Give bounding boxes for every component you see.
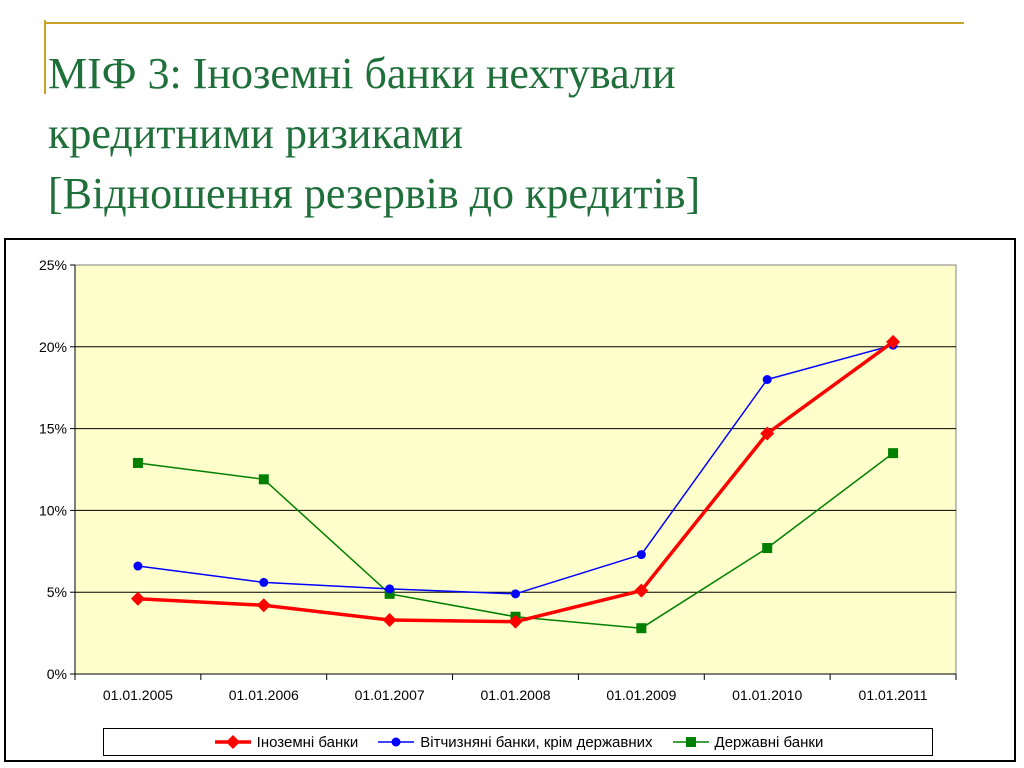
series-1-point bbox=[760, 426, 775, 441]
series-3-point bbox=[636, 623, 647, 634]
line-chart: 0% 5% 10% 15% 20% 25% 01.01.2005 01.01.2006 01.0… bbox=[39, 257, 957, 703]
series-1-point bbox=[886, 334, 901, 349]
series-3-point bbox=[888, 448, 899, 459]
legend-label: Вітчизняні банки, крім державних bbox=[420, 733, 653, 751]
series-1-point bbox=[382, 613, 397, 628]
x-tick-label: 01.01.2009 bbox=[606, 687, 676, 703]
legend-marker bbox=[685, 737, 696, 747]
legend-marker bbox=[225, 735, 240, 749]
legend-marker bbox=[391, 737, 401, 747]
legend-swatch-3 bbox=[672, 737, 709, 747]
series-1-point bbox=[634, 583, 649, 598]
series-2-point bbox=[511, 589, 520, 599]
y-tick-label: 10% bbox=[39, 502, 67, 518]
x-tick-label: 01.01.2008 bbox=[480, 687, 550, 703]
x-tick-label: 01.01.2005 bbox=[103, 687, 173, 703]
series-3-point bbox=[762, 543, 773, 554]
plot-area bbox=[74, 264, 957, 675]
y-tick-label: 20% bbox=[39, 339, 67, 355]
legend-label: Державні банки bbox=[714, 733, 824, 751]
legend-item-2: Вітчизняні банки, крім державних bbox=[376, 733, 653, 751]
legend-swatch-2 bbox=[378, 737, 415, 747]
title-accent-line bbox=[44, 22, 964, 24]
legend-item-1: Іноземні банки bbox=[213, 733, 359, 751]
y-tick-label: 15% bbox=[39, 421, 67, 437]
title-accent-bar bbox=[44, 20, 46, 94]
chart-legend: Іноземні банки Вітчизняні банки, крім дер… bbox=[103, 728, 933, 756]
x-tick-label: 01.01.2010 bbox=[732, 687, 802, 703]
y-tick-label: 5% bbox=[47, 584, 67, 600]
slide-title-line-3: [Відношення резервів до кредитів] bbox=[48, 169, 701, 218]
legend-label: Іноземні банки bbox=[256, 733, 359, 751]
series-2-point bbox=[636, 550, 646, 560]
slide-title-line-2: кредитними ризиками bbox=[48, 109, 464, 158]
slide-title-line-1: МІФ 3: Іноземні банки нехтували bbox=[48, 49, 676, 98]
x-tick-label: 01.01.2007 bbox=[355, 687, 425, 703]
series-3-point bbox=[132, 457, 143, 468]
series-1-point bbox=[130, 591, 145, 606]
x-tick-label: 01.01.2006 bbox=[229, 687, 299, 703]
y-tick-label: 0% bbox=[47, 666, 67, 682]
slide-title: МІФ 3: Іноземні банки нехтували кредитни… bbox=[48, 44, 988, 224]
legend-swatch-1 bbox=[214, 735, 251, 749]
series-1-point bbox=[256, 598, 271, 613]
chart-frame: 0% 5% 10% 15% 20% 25% 01.01.2005 01.01.2006 01.0… bbox=[4, 238, 1016, 762]
series-3-point bbox=[258, 474, 269, 485]
series-2-point bbox=[133, 561, 143, 571]
x-tick-label: 01.01.2011 bbox=[859, 687, 928, 703]
y-tick-label: 25% bbox=[39, 257, 67, 273]
legend-item-3: Державні банки bbox=[671, 733, 824, 751]
series-2-point bbox=[385, 584, 395, 594]
series-3-point bbox=[384, 588, 395, 599]
series-2-point bbox=[259, 577, 269, 587]
series-1-point bbox=[508, 614, 523, 629]
series-2-point bbox=[762, 375, 772, 385]
